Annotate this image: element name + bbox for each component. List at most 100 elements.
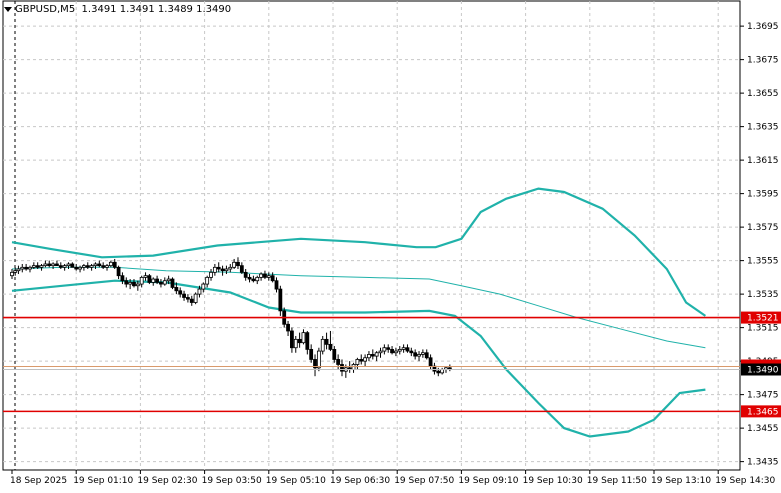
candle-body	[420, 352, 425, 355]
candle-body	[328, 343, 333, 350]
candle-body	[286, 323, 290, 332]
y-tick-label: 1.3615	[747, 156, 779, 166]
candle-body	[28, 266, 32, 270]
candle-body	[397, 348, 402, 352]
candle-body	[340, 364, 344, 372]
y-tick-label: 1.3435	[747, 458, 779, 468]
candle-body	[251, 278, 256, 282]
candle-body	[263, 273, 267, 278]
candle-body	[394, 350, 398, 354]
x-tick-label: 19 Sep 11:50	[587, 476, 647, 486]
candle-body	[228, 266, 233, 270]
candle-body	[370, 354, 375, 357]
candle-body	[51, 263, 55, 267]
y-tick-label: 1.3635	[747, 123, 779, 133]
candle-body	[313, 359, 317, 369]
candle-body	[390, 348, 394, 354]
candle-body	[143, 275, 148, 278]
candle-body	[201, 283, 206, 290]
candle-body	[382, 347, 387, 352]
y-tick-label: 1.3675	[747, 56, 779, 66]
candle-body	[93, 263, 98, 267]
y-tick-label: 1.3455	[747, 424, 779, 434]
candle-body	[178, 290, 183, 295]
bollinger-middle	[11, 266, 706, 349]
ask-price-tag	[741, 359, 781, 367]
candle-body	[16, 268, 21, 272]
candle-body	[186, 297, 190, 300]
x-tick-label: 19 Sep 02:30	[137, 476, 197, 486]
x-tick-label: 18 Sep 2025	[10, 476, 67, 486]
candle-body	[132, 281, 136, 287]
x-tick-label: 19 Sep 01:10	[73, 476, 133, 486]
candle-body	[355, 359, 360, 365]
candle-body	[359, 359, 364, 362]
candle-body	[367, 354, 371, 359]
candle-body	[62, 265, 67, 268]
candle-body	[124, 280, 129, 285]
candle-body	[297, 338, 302, 344]
collapse-triangle-icon[interactable]	[4, 6, 12, 12]
candle-body	[236, 261, 240, 267]
candle-body	[10, 271, 14, 277]
candle-body	[401, 347, 406, 350]
candle-body	[428, 357, 433, 367]
x-tick-label: 19 Sep 09:10	[458, 476, 518, 486]
candle-body	[101, 265, 106, 268]
candle-body	[436, 370, 441, 374]
candle-body	[105, 265, 109, 268]
y-tick-label: 1.3575	[747, 223, 779, 233]
candle-body	[332, 348, 337, 360]
candle-body	[290, 330, 294, 349]
candle-body	[43, 263, 48, 267]
candle-body	[162, 280, 167, 285]
candle-body	[39, 265, 44, 268]
y-tick-label: 1.3475	[747, 391, 779, 401]
candle-body	[85, 265, 90, 268]
plot-frame	[2, 0, 741, 471]
candle-body	[97, 263, 102, 267]
candle-body	[66, 263, 71, 267]
candle-body	[266, 275, 271, 278]
candle-body	[417, 354, 421, 357]
candle-body	[116, 266, 121, 277]
candle-body	[135, 283, 140, 287]
candle-body	[189, 298, 194, 303]
candle-body	[139, 276, 144, 285]
high-value: 1.3491	[119, 4, 155, 15]
candle-body	[440, 369, 445, 374]
candle-body	[239, 265, 244, 273]
candle-body	[82, 265, 86, 268]
candle-body	[409, 350, 414, 354]
candle-body	[212, 266, 217, 273]
candle-body	[220, 268, 225, 272]
candle-body	[31, 265, 36, 268]
candle-body	[166, 278, 171, 282]
candle-body	[174, 287, 179, 292]
candle-body	[270, 275, 275, 282]
x-tick-label: 19 Sep 14:30	[715, 476, 775, 486]
x-tick-label: 19 Sep 10:30	[523, 476, 583, 486]
candle-body	[301, 332, 306, 344]
candle-body	[374, 352, 379, 357]
candle-body	[324, 338, 329, 345]
candle-body	[55, 263, 59, 267]
low-value: 1.3489	[157, 4, 193, 15]
candle-body	[243, 271, 248, 278]
candle-body	[424, 352, 429, 359]
x-tick-label: 19 Sep 07:50	[394, 476, 454, 486]
candle-body	[413, 352, 418, 357]
x-tick-label: 19 Sep 05:10	[266, 476, 326, 486]
candle-body	[278, 288, 283, 312]
candle-body	[316, 350, 321, 369]
current-price-label: 1.3490	[747, 366, 779, 376]
level-price-tag	[741, 311, 781, 324]
candle-body	[24, 266, 29, 270]
candle-body	[336, 359, 341, 365]
candle-body	[120, 275, 125, 282]
candle-body	[20, 266, 25, 270]
candle-body	[70, 263, 75, 268]
candle-body	[309, 348, 314, 360]
